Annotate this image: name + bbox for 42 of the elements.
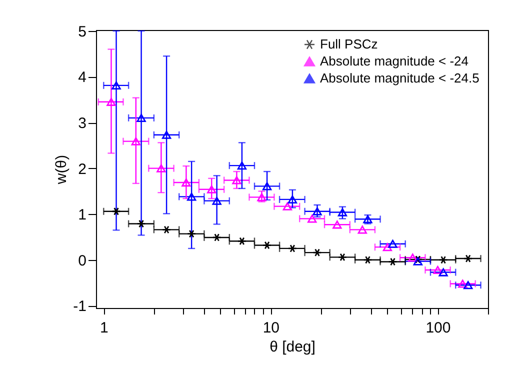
point — [162, 226, 172, 234]
point — [237, 162, 247, 170]
point — [312, 207, 322, 216]
x-axis-title: θ [deg] — [270, 338, 316, 356]
legend-label: Absolute magnitude < -24.5 — [320, 70, 480, 86]
y-tick-label: 1 — [78, 206, 86, 224]
point — [136, 220, 146, 228]
legend-label: Absolute magnitude < -24 — [320, 54, 469, 68]
point — [112, 207, 121, 216]
point — [363, 256, 372, 264]
y-tick-label: 3 — [78, 115, 86, 132]
point — [162, 130, 172, 139]
point — [186, 230, 196, 238]
y-tick-label: 2 — [78, 160, 86, 178]
point — [388, 258, 398, 266]
x-tick-label: 10 — [262, 320, 280, 336]
point — [338, 208, 348, 216]
point — [262, 241, 272, 250]
point — [212, 196, 222, 205]
y-tick-label: 0 — [78, 252, 86, 270]
y-tick-label: -1 — [73, 298, 86, 316]
x-tick-label: 100 — [426, 320, 451, 336]
point — [464, 281, 473, 290]
point — [237, 237, 247, 246]
point — [212, 233, 222, 242]
point — [338, 253, 348, 262]
point — [262, 182, 272, 190]
point — [112, 81, 121, 90]
point — [136, 114, 146, 122]
point — [438, 268, 448, 276]
y-axis-title: w(θ) — [53, 154, 70, 186]
point — [438, 256, 448, 264]
x-tick-label: 1 — [100, 320, 108, 336]
y-tick-label: 4 — [78, 69, 86, 86]
point — [186, 192, 196, 201]
point — [464, 254, 473, 263]
legend-label: Full PSCz — [320, 36, 378, 52]
point — [312, 248, 322, 257]
point — [288, 244, 298, 253]
point — [288, 195, 298, 204]
y-tick-label: 5 — [78, 23, 86, 40]
point — [388, 240, 398, 248]
